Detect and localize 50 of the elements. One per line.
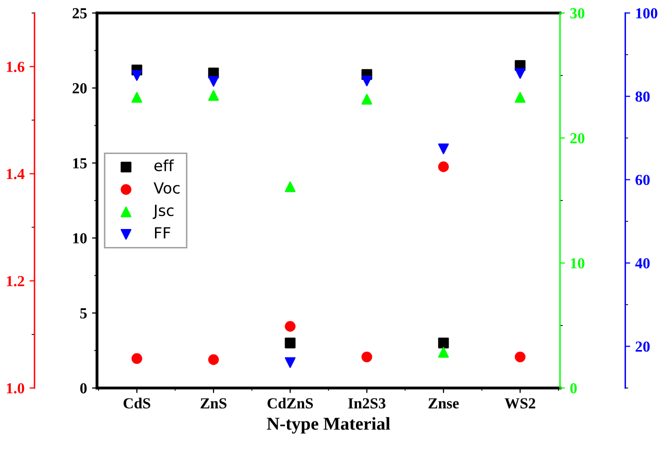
point [361,352,372,362]
legend-label: Jsc [152,204,174,219]
y-tick-label: 100 [636,8,658,18]
point [514,92,526,103]
x-tick-label: Znse [428,398,459,408]
point [208,76,219,87]
y-tick-label: 25 [72,8,87,18]
y-tick-label: 15 [73,158,87,168]
x-tick-label: ZnS [200,398,226,408]
point [284,338,296,348]
y2-tick-label: 1.0 [6,383,24,394]
y-tick-label: 60 [636,174,650,186]
y3-tick-label: 0 [570,383,577,394]
point [132,353,142,364]
legend-label: eff [154,159,174,172]
point [514,352,526,362]
point [361,76,372,86]
point [208,354,219,365]
y-tick-label: 0 [80,383,87,394]
y3-tick-label: 20 [570,133,584,144]
y-tick-label: 10 [73,233,87,244]
x-axis-title: N-type Material [266,417,390,434]
y3-tick-label: 30 [570,8,584,18]
point [514,68,526,79]
y2-tick-label: 1.6 [6,62,24,72]
point [438,338,449,348]
y2-tick-label: 1.2 [6,276,24,286]
x-tick-label: WS2 [504,398,536,409]
x-tick-label: In2S3 [348,398,386,408]
point [438,161,449,172]
y-tick-label: 40 [635,258,650,268]
y-tick-label: 20 [72,83,87,94]
point [438,143,449,154]
point [208,90,219,101]
y2-tick-label: 1.4 [6,168,24,180]
point [284,321,296,332]
y-tick-label: 5 [80,308,87,318]
point [284,357,296,368]
point [132,70,142,81]
point [438,347,449,358]
y3-tick-label: 10 [570,258,584,268]
y-tick-label: 20 [636,341,650,352]
point [132,92,142,103]
legend-label: Voc [154,182,180,194]
x-tick-label: CdZnS [268,398,313,408]
point [361,94,372,105]
point [284,181,296,192]
legend-label: FF [155,227,170,238]
x-tick-label: CdS [124,398,150,408]
y-tick-label: 80 [636,91,650,102]
